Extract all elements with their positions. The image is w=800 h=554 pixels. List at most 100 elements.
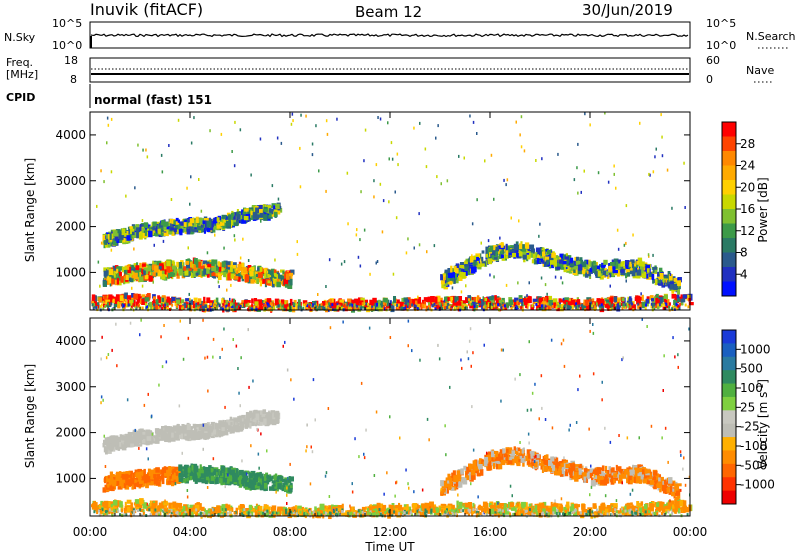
range-cell xyxy=(394,303,397,307)
range-cell xyxy=(155,233,159,237)
range-cell xyxy=(116,238,120,244)
range-cell xyxy=(232,265,237,269)
range-cell xyxy=(599,305,605,313)
range-cell xyxy=(125,274,129,281)
range-cell xyxy=(371,307,373,311)
range-cell xyxy=(204,218,209,222)
range-cell xyxy=(110,170,113,174)
range-cell xyxy=(135,227,141,233)
range-cell xyxy=(616,510,620,514)
range-cell xyxy=(394,190,396,194)
range-cell xyxy=(417,302,421,308)
range-cell xyxy=(359,264,362,268)
range-cell xyxy=(625,279,627,283)
range-cell xyxy=(506,305,509,309)
range-cell xyxy=(655,147,657,151)
range-cell xyxy=(447,297,450,301)
range-cell xyxy=(159,296,164,302)
colorbar-segment xyxy=(722,151,736,166)
range-cell xyxy=(246,300,251,304)
range-cell xyxy=(604,303,609,308)
range-cell xyxy=(311,304,314,308)
range-cell xyxy=(265,304,268,308)
y-tick-label: 1000 xyxy=(55,265,86,279)
range-cell xyxy=(584,299,589,306)
range-cell xyxy=(467,270,471,276)
range-cell xyxy=(583,302,586,306)
range-cell xyxy=(526,254,531,260)
range-cell xyxy=(569,263,575,267)
range-cell xyxy=(105,243,108,248)
range-cell xyxy=(272,484,277,489)
range-cell xyxy=(500,307,503,311)
range-cell xyxy=(388,504,392,512)
range-cell xyxy=(280,307,283,311)
range-cell xyxy=(106,241,111,248)
range-cell xyxy=(424,147,427,151)
range-cell xyxy=(323,306,326,310)
range-cell xyxy=(275,203,280,208)
colorbar-tick-label: 20 xyxy=(740,180,755,194)
range-cell xyxy=(553,258,558,262)
range-cell xyxy=(616,269,620,277)
range-cell xyxy=(159,304,162,308)
range-cell xyxy=(155,221,159,226)
range-cell xyxy=(195,223,199,230)
range-cell xyxy=(253,274,257,281)
range-cell xyxy=(183,227,187,233)
range-cell xyxy=(426,305,428,309)
range-cell xyxy=(123,507,127,515)
range-cell xyxy=(242,237,244,241)
range-cell xyxy=(286,509,291,515)
range-cell xyxy=(195,306,198,310)
range-cell xyxy=(668,305,671,309)
range-cell xyxy=(337,507,342,512)
range-cell xyxy=(592,503,597,509)
range-cell xyxy=(499,236,501,240)
range-cell xyxy=(584,272,589,278)
range-cell xyxy=(619,302,621,306)
freq-right-tick-top: 60 xyxy=(706,54,720,67)
range-cell xyxy=(207,263,212,268)
range-cell xyxy=(369,272,371,276)
range-cell xyxy=(394,510,397,514)
range-cell xyxy=(364,303,368,308)
range-cell xyxy=(170,227,175,231)
range-cell xyxy=(117,301,121,309)
range-cell xyxy=(578,304,580,308)
range-cell xyxy=(322,511,325,519)
range-cell xyxy=(184,220,189,224)
range-cell xyxy=(103,267,107,273)
range-cell xyxy=(673,278,678,282)
range-cell xyxy=(373,300,377,307)
range-cell xyxy=(559,259,564,264)
range-cell xyxy=(651,298,655,302)
range-cell xyxy=(118,271,122,277)
range-cell xyxy=(553,503,559,508)
range-cell xyxy=(649,503,653,507)
range-cell xyxy=(663,504,668,508)
range-cell xyxy=(331,303,334,307)
range-cell xyxy=(239,304,242,308)
range-cell xyxy=(649,173,651,177)
range-cell xyxy=(130,267,136,274)
range-cell xyxy=(107,302,109,306)
range-cell xyxy=(646,264,651,269)
range-cell xyxy=(343,260,346,264)
range-cell xyxy=(626,502,631,507)
range-cell xyxy=(259,267,263,272)
range-cell xyxy=(359,300,364,305)
range-cell xyxy=(571,266,575,271)
range-cell xyxy=(237,220,242,224)
range-cell xyxy=(127,303,130,307)
range-cell xyxy=(637,505,642,509)
range-cell xyxy=(375,261,377,265)
range-cell xyxy=(432,303,435,307)
colorbar-tick-label: 16 xyxy=(740,202,755,216)
power-ylabel: Slant Range [km] xyxy=(23,158,37,262)
range-cell xyxy=(556,504,561,511)
range-cell xyxy=(279,306,282,310)
range-cell xyxy=(662,302,665,306)
range-cell xyxy=(490,305,493,309)
range-cell xyxy=(210,224,214,231)
